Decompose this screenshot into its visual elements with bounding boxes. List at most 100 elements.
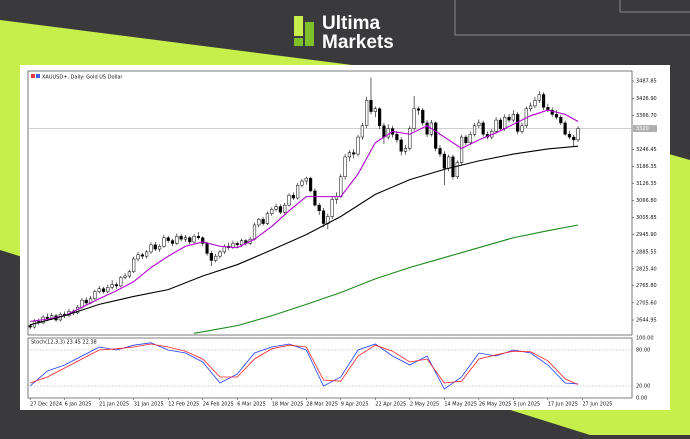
y-tick-label: 3126.35	[636, 181, 657, 187]
candle-body	[157, 245, 162, 250]
candle-body	[166, 237, 170, 241]
candle-body	[507, 116, 511, 121]
y-tick-label: 2705.60	[636, 300, 657, 306]
chart-panel	[20, 65, 670, 410]
candle-body	[136, 254, 140, 260]
candle-body	[403, 148, 408, 152]
candle-body	[494, 119, 498, 132]
candle-body	[572, 136, 576, 141]
candle-body	[520, 125, 524, 132]
candle-body	[214, 255, 218, 261]
x-tick-label: 24 Feb 2025	[203, 402, 234, 408]
x-tick-label: 6 Mar 2025	[237, 402, 266, 408]
x-tick-label: 14 May 2025	[444, 402, 477, 408]
candle-body	[455, 162, 459, 178]
x-tick-label: 22 Apr 2025	[375, 402, 406, 408]
plots: 2644.95 2705.60 2765.80 2825.40 2885.55 2945.…	[28, 75, 657, 408]
candle-body	[239, 240, 244, 246]
candle-body	[205, 243, 209, 254]
candle-body	[291, 194, 295, 199]
logo-line1: Ultima	[322, 13, 381, 34]
candle-body	[395, 133, 399, 141]
candle-body	[529, 105, 533, 109]
candle-body	[317, 204, 321, 212]
stoch-pane	[27, 337, 633, 399]
x-tick-label: 2 May 2025	[410, 402, 439, 408]
candle-body	[481, 122, 485, 135]
y-tick-label: 20.00	[636, 384, 650, 390]
candle-body	[511, 114, 515, 121]
candle-body	[438, 148, 442, 155]
candle-body	[283, 204, 287, 213]
candle-body	[408, 128, 412, 149]
y-tick-label: 3426.90	[636, 96, 657, 102]
candle-body	[386, 128, 390, 138]
candle-body	[265, 213, 270, 224]
candle-body	[209, 253, 213, 261]
candle-body	[425, 122, 429, 135]
y-tick-label: 2765.80	[636, 283, 657, 289]
logo-part	[294, 16, 303, 36]
candle-body	[183, 237, 188, 240]
y-tick-label: 3366.70	[636, 113, 657, 119]
candle-body	[196, 236, 201, 238]
y-tick-label: 3246.45	[636, 147, 657, 153]
candle-body	[179, 236, 183, 240]
candle-body	[132, 258, 136, 273]
candle-body	[365, 99, 369, 126]
y-tick-label: 80.00	[636, 348, 650, 354]
candle-body	[447, 156, 451, 169]
candle-body	[218, 251, 222, 257]
candle-body	[287, 194, 291, 206]
candle-body	[119, 277, 123, 287]
candle-body	[369, 99, 373, 112]
y-tick-label: 0.00	[636, 396, 647, 402]
last-price-label: 3320	[636, 126, 649, 132]
candle-body	[106, 287, 110, 292]
logo-icon	[294, 16, 314, 46]
candle-body	[360, 125, 364, 138]
candle-body	[153, 244, 157, 250]
candle-body	[261, 219, 265, 224]
deco-line	[619, 0, 690, 13]
candle-body	[127, 271, 131, 277]
candle-body	[498, 119, 503, 129]
candle-body	[550, 109, 554, 115]
x-tick-label: 31 Jan 2025	[134, 402, 164, 408]
deco-line	[454, 0, 690, 36]
chart-title: XAUUSD+, Daily: Gold US Dollar	[42, 75, 123, 81]
candle-body	[373, 108, 377, 112]
candle-body	[313, 190, 317, 206]
logo-part	[294, 38, 303, 46]
candle-body	[434, 122, 438, 149]
candle-body	[503, 116, 507, 129]
logo-part	[305, 22, 314, 46]
x-tick-label: 28 Mar 2025	[306, 402, 338, 408]
candle-body	[149, 244, 153, 253]
candle-body	[339, 176, 343, 197]
candle-body	[468, 133, 472, 143]
candle-body	[421, 109, 425, 124]
series-line	[30, 109, 579, 322]
chart-title: Stoch(12,3,3) 23.45 22.38	[31, 340, 97, 346]
candle-body	[559, 116, 563, 124]
candle-body	[464, 136, 468, 143]
candle-body	[188, 237, 192, 243]
candle-body	[459, 136, 464, 163]
main-pane	[27, 70, 633, 336]
candle-body	[343, 156, 347, 178]
candle-body	[274, 206, 278, 210]
candle-body	[442, 153, 446, 169]
candle-body	[162, 237, 166, 247]
candle-body	[123, 275, 127, 278]
series-line	[194, 224, 579, 334]
candle-body	[399, 139, 403, 152]
candle-body	[235, 243, 239, 246]
y-tick-label: 2825.40	[636, 266, 657, 272]
candle-body	[192, 236, 196, 243]
symbol-icon	[31, 74, 35, 78]
x-tick-label: 27 Dec 2024	[30, 402, 62, 408]
candle-body	[304, 177, 308, 182]
candle-body	[563, 122, 567, 135]
